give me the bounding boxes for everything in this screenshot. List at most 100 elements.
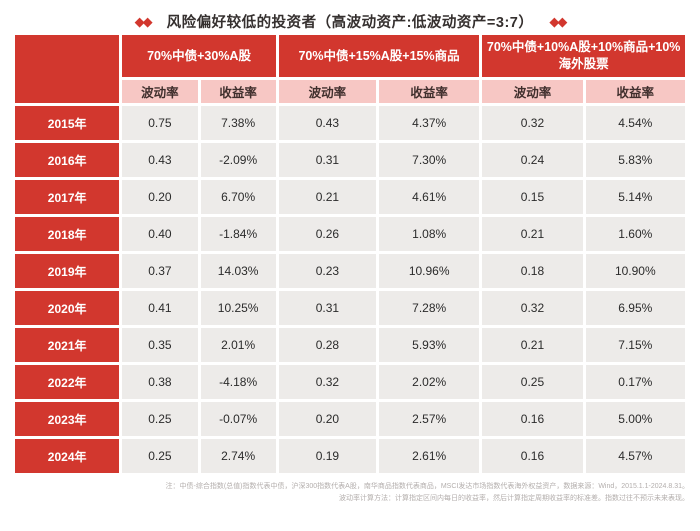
data-cell: 0.19 [278, 439, 377, 473]
data-cell: 0.25 [122, 402, 198, 436]
data-cell: 0.26 [278, 217, 377, 251]
sub-header-return: 收益率 [585, 80, 685, 103]
data-cell: 1.60% [585, 217, 685, 251]
diamond-icon: ◆◆ [549, 14, 567, 29]
data-cell: 4.37% [379, 106, 480, 140]
data-cell: -2.09% [200, 143, 276, 177]
sub-header-return: 收益率 [379, 80, 480, 103]
table-row: 2019年 0.37 14.03% 0.23 10.96% 0.18 10.90% [15, 254, 685, 288]
sub-header-volatility: 波动率 [278, 80, 377, 103]
data-cell: 0.17% [585, 365, 685, 399]
table-row: 2015年 0.75 7.38% 0.43 4.37% 0.32 4.54% [15, 106, 685, 140]
year-cell: 2023年 [15, 402, 120, 436]
footnote-line-2: 波动率计算方法：计算指定区间内每日的收益率，然后计算指定周期收益率的标准差。指数… [339, 494, 689, 502]
data-cell: 2.74% [200, 439, 276, 473]
table-row: 2016年 0.43 -2.09% 0.31 7.30% 0.24 5.83% [15, 143, 685, 177]
sub-header-row: 波动率 收益率 波动率 收益率 波动率 收益率 [15, 80, 685, 103]
table-row: 2020年 0.41 10.25% 0.31 7.28% 0.32 6.95% [15, 291, 685, 325]
sub-header-return: 收益率 [200, 80, 276, 103]
data-cell: 0.15 [482, 180, 583, 214]
data-cell: 0.43 [278, 106, 377, 140]
data-cell: 0.18 [482, 254, 583, 288]
data-cell: -4.18% [200, 365, 276, 399]
data-cell: 10.25% [200, 291, 276, 325]
data-cell: 0.75 [122, 106, 198, 140]
data-cell: 0.32 [482, 291, 583, 325]
data-cell: 1.08% [379, 217, 480, 251]
data-cell: 5.14% [585, 180, 685, 214]
corner-cell [15, 35, 120, 103]
data-cell: 0.21 [482, 328, 583, 362]
data-cell: 0.25 [122, 439, 198, 473]
data-cell: 5.00% [585, 402, 685, 436]
year-cell: 2022年 [15, 365, 120, 399]
data-cell: 10.90% [585, 254, 685, 288]
year-cell: 2015年 [15, 106, 120, 140]
data-cell: 0.24 [482, 143, 583, 177]
table-body: 2015年 0.75 7.38% 0.43 4.37% 0.32 4.54% 2016年 0.4… [15, 106, 685, 473]
data-cell: -1.84% [200, 217, 276, 251]
year-cell: 2017年 [15, 180, 120, 214]
data-cell: 0.28 [278, 328, 377, 362]
group-header-row: 70%中债+30%A股 70%中债+15%A股+15%商品 70%中债+10%A… [15, 35, 685, 103]
year-cell: 2024年 [15, 439, 120, 473]
data-cell: 0.31 [278, 143, 377, 177]
data-cell: 2.57% [379, 402, 480, 436]
data-cell: 0.21 [482, 217, 583, 251]
data-cell: -0.07% [200, 402, 276, 436]
data-cell: 0.25 [482, 365, 583, 399]
data-cell: 0.16 [482, 402, 583, 436]
data-cell: 6.95% [585, 291, 685, 325]
table-row: 2023年 0.25 -0.07% 0.20 2.57% 0.16 5.00% [15, 402, 685, 436]
data-cell: 5.93% [379, 328, 480, 362]
data-cell: 2.02% [379, 365, 480, 399]
table-row: 2021年 0.35 2.01% 0.28 5.93% 0.21 7.15% [15, 328, 685, 362]
data-cell: 10.96% [379, 254, 480, 288]
data-cell: 4.57% [585, 439, 685, 473]
year-cell: 2020年 [15, 291, 120, 325]
footnote-line-1: 注：中债-综合指数(总值)指数代表中债，沪深300指数代表A股，南华商品指数代表… [165, 483, 689, 490]
year-cell: 2019年 [15, 254, 120, 288]
data-cell: 7.28% [379, 291, 480, 325]
footnote: 注：中债-综合指数(总值)指数代表中债，沪深300指数代表A股，南华商品指数代表… [7, 481, 693, 504]
data-cell: 2.61% [379, 439, 480, 473]
data-cell: 4.61% [379, 180, 480, 214]
table-row: 2017年 0.20 6.70% 0.21 4.61% 0.15 5.14% [15, 180, 685, 214]
data-cell: 0.38 [122, 365, 198, 399]
page-title: ◆◆ 风险偏好较低的投资者（高波动资产:低波动资产=3:7） ◆◆ [0, 0, 700, 31]
sub-header-volatility: 波动率 [482, 80, 583, 103]
data-cell: 2.01% [200, 328, 276, 362]
data-cell: 0.16 [482, 439, 583, 473]
data-cell: 4.54% [585, 106, 685, 140]
column-group-header: 70%中债+15%A股+15%商品 [278, 35, 480, 77]
year-cell: 2018年 [15, 217, 120, 251]
table-row: 2022年 0.38 -4.18% 0.32 2.02% 0.25 0.17% [15, 365, 685, 399]
data-cell: 0.41 [122, 291, 198, 325]
data-cell: 0.21 [278, 180, 377, 214]
table-row: 2024年 0.25 2.74% 0.19 2.61% 0.16 4.57% [15, 439, 685, 473]
data-cell: 7.15% [585, 328, 685, 362]
data-cell: 0.32 [482, 106, 583, 140]
column-group-header: 70%中债+10%A股+10%商品+10%海外股票 [482, 35, 685, 77]
data-cell: 0.37 [122, 254, 198, 288]
table-row: 2018年 0.40 -1.84% 0.26 1.08% 0.21 1.60% [15, 217, 685, 251]
data-cell: 0.20 [122, 180, 198, 214]
data-cell: 14.03% [200, 254, 276, 288]
data-cell: 0.31 [278, 291, 377, 325]
data-cell: 0.35 [122, 328, 198, 362]
year-cell: 2016年 [15, 143, 120, 177]
sub-header-volatility: 波动率 [122, 80, 198, 103]
returns-table: 70%中债+30%A股 70%中债+15%A股+15%商品 70%中债+10%A… [12, 32, 688, 476]
column-group-header: 70%中债+30%A股 [122, 35, 276, 77]
data-cell: 0.32 [278, 365, 377, 399]
diamond-icon: ◆◆ [134, 14, 153, 29]
data-cell: 0.40 [122, 217, 198, 251]
data-cell: 6.70% [200, 180, 276, 214]
data-cell: 7.30% [379, 143, 480, 177]
data-cell: 0.23 [278, 254, 377, 288]
page-title-text: 风险偏好较低的投资者（高波动资产:低波动资产=3:7） [166, 15, 534, 31]
data-cell: 0.43 [122, 143, 198, 177]
year-cell: 2021年 [15, 328, 120, 362]
data-cell: 5.83% [585, 143, 685, 177]
data-cell: 7.38% [200, 106, 276, 140]
